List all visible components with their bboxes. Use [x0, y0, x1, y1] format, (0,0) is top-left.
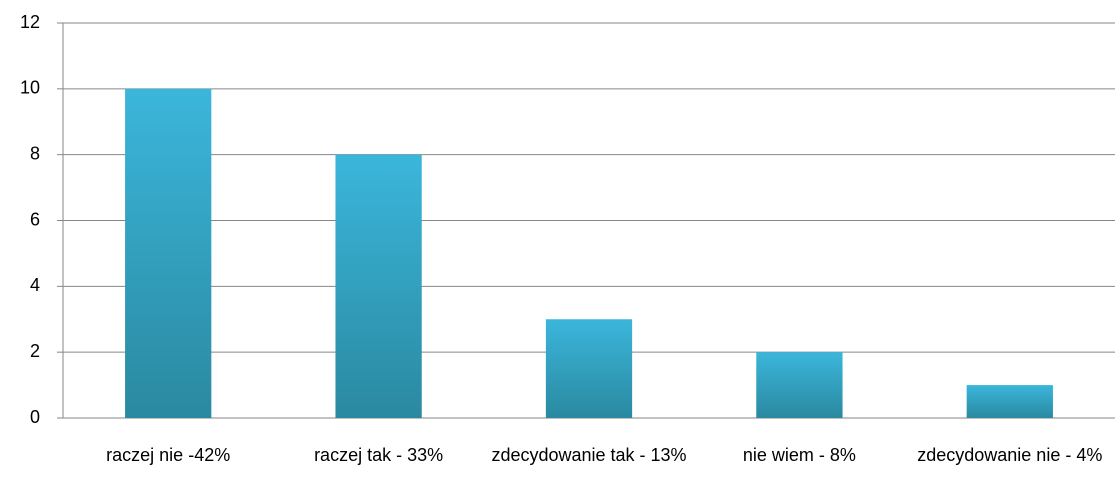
bar — [756, 352, 843, 418]
bar — [966, 385, 1053, 418]
y-tick-label: 6 — [30, 209, 40, 229]
y-tick-label: 12 — [20, 12, 40, 32]
y-tick-label: 4 — [30, 275, 40, 295]
bar — [125, 88, 212, 418]
y-tick-label: 8 — [30, 143, 40, 163]
x-tick-label: raczej tak - 33% — [314, 445, 444, 465]
x-tick-label: raczej nie -42% — [106, 445, 231, 465]
y-tick-label: 2 — [30, 341, 40, 361]
x-tick-label: nie wiem - 8% — [742, 445, 856, 465]
y-tick-label: 10 — [20, 78, 40, 98]
bar — [545, 319, 633, 418]
x-tick-label: zdecydowanie nie - 4% — [917, 445, 1103, 465]
y-tick-label: 0 — [30, 407, 40, 427]
x-tick-label: zdecydowanie tak - 13% — [491, 445, 687, 465]
bar — [335, 154, 422, 418]
